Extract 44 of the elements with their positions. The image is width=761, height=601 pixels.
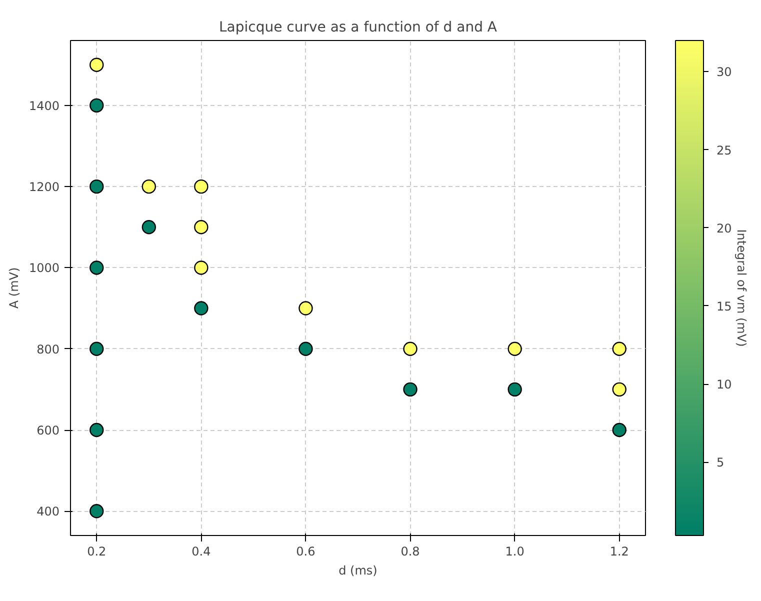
point [90, 260, 104, 275]
point [194, 301, 208, 316]
y-axis-title: A (mV) [6, 267, 21, 309]
point [298, 342, 313, 356]
x-tick-label: 0.8 [400, 544, 420, 558]
point [90, 504, 104, 518]
point [90, 422, 104, 438]
y-tick-label: 1200 [28, 180, 60, 194]
x-tick-label: 0.6 [296, 544, 316, 558]
point [90, 58, 104, 72]
point [90, 342, 104, 356]
point [298, 301, 313, 316]
point [508, 342, 522, 356]
y-tick-label: 400 [36, 504, 60, 519]
point [194, 220, 208, 234]
point [194, 260, 208, 275]
point [612, 422, 626, 438]
point [612, 342, 626, 356]
y-tick-label: 600 [36, 424, 60, 438]
chart-title: Lapicque curve as a function of d and A [219, 20, 498, 36]
color-bar-title: Integral of vm (mV) [734, 229, 748, 347]
color-bar-label: 5 [716, 456, 724, 470]
point [90, 179, 104, 194]
color-bar-label: 30 [716, 65, 732, 80]
point [194, 179, 208, 194]
x-tick-label: 1.0 [505, 544, 524, 558]
point [142, 220, 156, 234]
x-axis-title: d (ms) [338, 564, 378, 578]
x-tick-label: 0.2 [87, 544, 106, 558]
color-bar-label: 20 [716, 221, 732, 236]
color-bar-label: 25 [716, 143, 732, 158]
color-bar-label: 15 [716, 299, 732, 314]
point [142, 179, 156, 194]
y-tick-label: 1400 [28, 98, 60, 113]
color-bar-label: 10 [716, 378, 732, 392]
x-tick-label: 1.2 [610, 544, 629, 558]
point [403, 382, 418, 397]
y-tick-label: 1000 [28, 261, 60, 276]
point [403, 342, 418, 356]
point [90, 98, 104, 113]
y-tick-label: 800 [36, 342, 60, 356]
point [508, 382, 522, 397]
point [612, 382, 626, 397]
x-tick-label: 0.4 [192, 544, 211, 558]
